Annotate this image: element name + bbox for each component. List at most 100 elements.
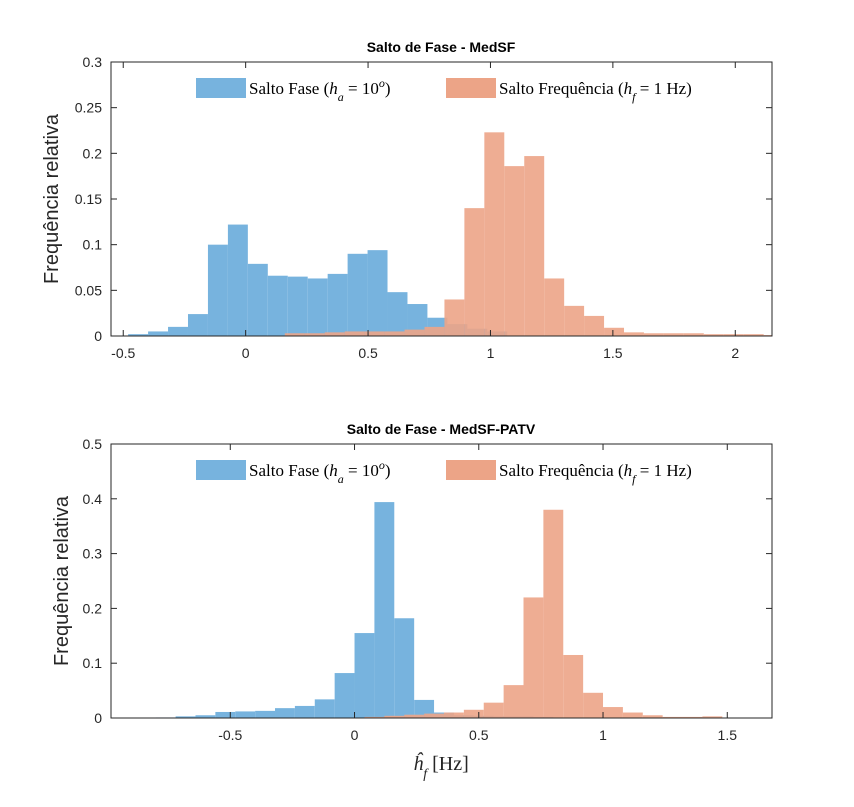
x-tick-label: 0 [242, 345, 250, 361]
x-axis-label: ĥf [Hz] [413, 751, 469, 782]
plot-area [111, 444, 772, 718]
x-tick-label: 1 [599, 727, 607, 743]
fase-bar [407, 304, 428, 336]
frequencia-bar [344, 331, 365, 336]
chart-top: -0.5 0 0.5 1 1.5 2 0 0.05 0.1 0.15 0.2 0.25 0.3 Salt… [41, 39, 773, 361]
frequencia-bar [484, 132, 505, 336]
frequencia-bar [304, 333, 325, 336]
fase-bar [275, 708, 295, 718]
fase-bar [148, 331, 169, 336]
frequencia-bar [583, 692, 604, 718]
y-tick-label: 0.1 [83, 237, 103, 253]
frequencia-bar [683, 333, 704, 336]
frequencia-bar [463, 709, 484, 718]
y-tick-label: 0.1 [83, 655, 103, 671]
frequencia-bar [604, 327, 625, 336]
frequencia-bar [723, 334, 744, 336]
fase-bar [327, 273, 348, 336]
y-tick-label: 0.4 [83, 491, 103, 507]
legend-swatch [196, 78, 246, 98]
frequencia-bar [324, 332, 345, 336]
fase-bar [247, 263, 268, 336]
legend-label: Salto Fase (ha = 10o) [249, 458, 391, 486]
frequencia-bar [364, 331, 385, 336]
fase-bar [394, 618, 415, 718]
y-tick-label: 0.25 [75, 100, 102, 116]
frequencia-bar [503, 685, 524, 718]
frequencia-bar [663, 333, 684, 336]
fase-bar [215, 711, 236, 718]
bar-group [155, 502, 723, 718]
frequencia-bar [464, 208, 485, 336]
frequencia-bar [564, 305, 585, 336]
frequencia-bar [682, 716, 703, 718]
frequencia-bar [404, 714, 425, 718]
fase-bar [374, 502, 395, 718]
x-tick-label: 1.5 [718, 727, 738, 743]
frequencia-bar [743, 334, 764, 336]
x-tick-label: 2 [731, 345, 739, 361]
fase-bar [128, 334, 149, 336]
frequencia-bar [424, 713, 444, 718]
plot-frame [110, 443, 773, 719]
frequencia-bar [523, 597, 544, 718]
fase-bar [387, 292, 408, 336]
fase-bar [255, 710, 276, 718]
frequencia-bar [504, 166, 525, 336]
fase-bar [314, 699, 335, 718]
frequencia-bar [642, 715, 663, 718]
fase-bar [294, 705, 315, 718]
frequencia-bar [563, 654, 584, 718]
fase-bar [235, 711, 256, 718]
frequencia-bar [404, 329, 425, 336]
y-tick-label: 0.2 [83, 600, 103, 616]
y-tick-label: 0.05 [75, 282, 102, 298]
axis-ticks: -0.5 0 0.5 1 1.5 0 0.1 0.2 0.3 0.4 0.5 [83, 436, 772, 743]
y-tick-label: 0.5 [83, 436, 103, 452]
fase-bar [207, 244, 228, 336]
frequencia-bar [483, 702, 504, 718]
x-tick-label: 0.5 [469, 727, 489, 743]
fase-bar [168, 326, 188, 336]
y-tick-label: 0.15 [75, 191, 102, 207]
frequencia-bar [603, 707, 623, 718]
legend: Salto Fase (ha = 10o) Salto Frequência (h… [196, 76, 692, 104]
x-tick-label: 0.5 [358, 345, 378, 361]
chart-title: Salto de Fase - MedSF [367, 39, 516, 55]
y-tick-label: 0.3 [83, 54, 103, 70]
frequencia-bar [702, 716, 723, 718]
y-axis-label: Frequência relativa [51, 495, 73, 666]
fase-bar [307, 278, 328, 336]
frequencia-bar [622, 712, 643, 718]
fase-bar [354, 633, 375, 718]
y-axis-label: Frequência relativa [41, 113, 63, 284]
frequencia-bar [284, 333, 305, 336]
fase-bar [175, 716, 196, 718]
x-tick-label: 1.5 [603, 345, 623, 361]
legend-swatch [446, 460, 496, 480]
y-tick-label: 0 [94, 328, 102, 344]
legend-label: Salto Frequência (hf = 1 Hz) [499, 461, 692, 486]
chart-bottom: -0.5 0 0.5 1 1.5 0 0.1 0.2 0.3 0.4 0.5 Salto de Fa… [51, 421, 773, 782]
x-tick-label: -0.5 [111, 345, 135, 361]
x-tick-label: 1 [487, 345, 495, 361]
fase-bar [287, 276, 308, 336]
legend: Salto Fase (ha = 10o) Salto Frequência (h… [196, 458, 692, 486]
legend-label: Salto Fase (ha = 10o) [249, 76, 391, 104]
frequencia-bar [524, 156, 545, 336]
frequencia-bar [543, 509, 564, 718]
frequencia-bar [364, 716, 385, 718]
fase-bar [267, 275, 288, 336]
fase-bar [187, 314, 208, 336]
fase-bar [414, 699, 435, 718]
frequencia-bar [703, 334, 724, 336]
axis-ticks: -0.5 0 0.5 1 1.5 2 0 0.05 0.1 0.15 0.2 0.25 0.3 [75, 54, 772, 361]
legend-swatch [446, 78, 496, 98]
frequencia-bar [544, 278, 565, 336]
bar-group [128, 132, 772, 336]
frequencia-bar [443, 712, 464, 718]
frequencia-bar [662, 716, 683, 718]
y-tick-label: 0.3 [83, 546, 103, 562]
fase-bar [334, 673, 355, 718]
